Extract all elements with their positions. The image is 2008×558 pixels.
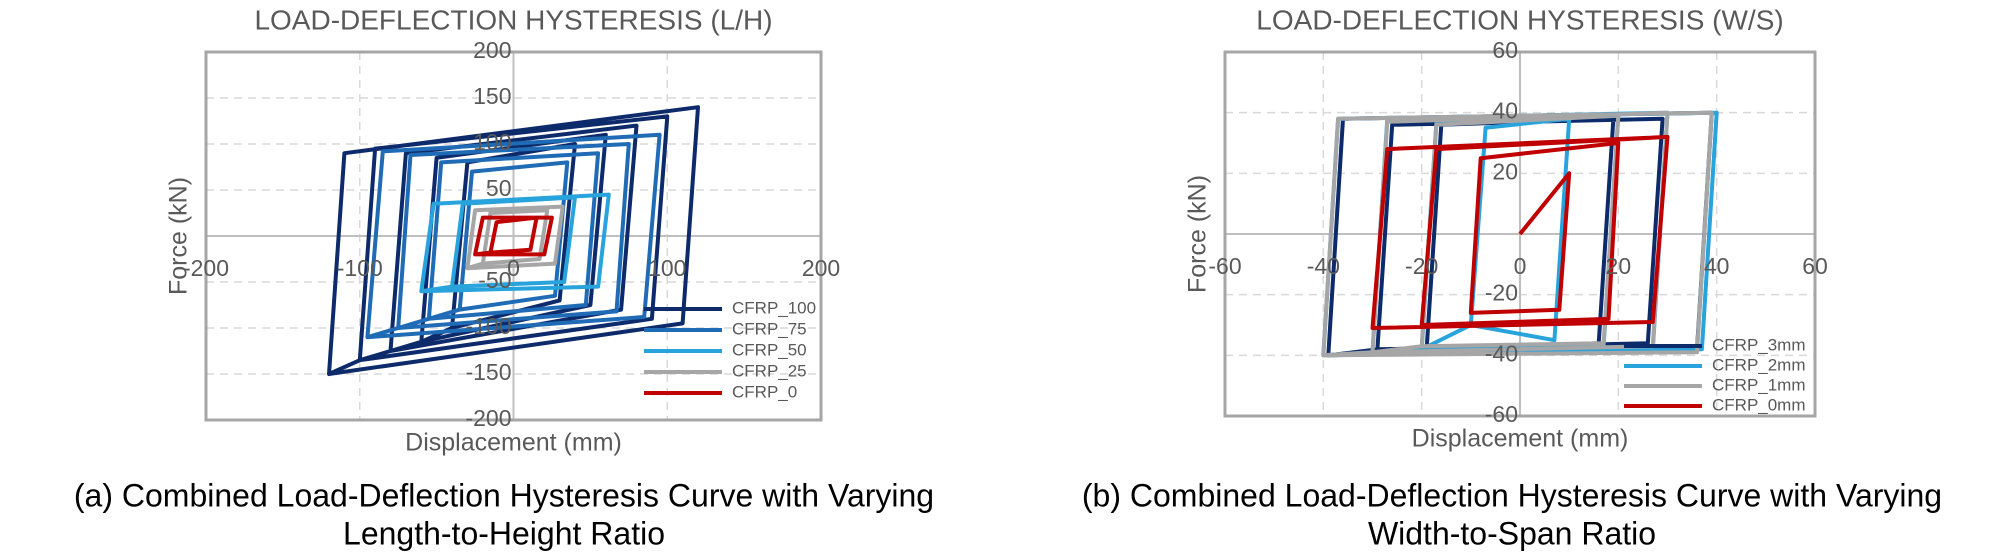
series-line (365, 132, 662, 340)
caption: Width-to-Span Ratio (1368, 515, 1656, 551)
legend-label: CFRP_25 (732, 361, 807, 380)
y-tick-label: -50 (478, 267, 511, 293)
legend-label: CFRP_100 (732, 298, 816, 317)
legend-label: CFRP_0 (732, 382, 797, 401)
x-tick-label: 40 (1704, 253, 1730, 279)
series-line (465, 204, 565, 271)
y-tick-label: 60 (1492, 37, 1518, 63)
y-tick-label: -200 (465, 405, 511, 431)
plot-frame (204, 50, 823, 422)
legend-label: CFRP_3mm (1712, 335, 1806, 354)
x-tick-label: 20 (1606, 253, 1632, 279)
chart-title: LOAD-DEFLECTION HYSTERESIS (W/S) (1256, 4, 1783, 35)
x-tick-label: -100 (337, 255, 383, 281)
x-tick-label: -60 (1208, 253, 1241, 279)
x-tick-label: 100 (648, 255, 686, 281)
legend-label: CFRP_1mm (1712, 375, 1806, 394)
y-tick-label: 150 (473, 83, 511, 109)
series-line (1321, 110, 1714, 358)
y-tick-label: 50 (486, 175, 512, 201)
y-axis-title: Force (kN) (1184, 175, 1212, 293)
x-tick-label: 0 (1514, 253, 1527, 279)
y-tick-label: -20 (1485, 280, 1518, 306)
y-tick-label: 20 (1492, 158, 1518, 184)
x-tick-label: -40 (1307, 253, 1340, 279)
series-line (327, 105, 700, 376)
y-tick-label: 200 (473, 37, 511, 63)
legend-label: CFRP_50 (732, 340, 807, 359)
series-line (419, 192, 611, 294)
series-line (473, 215, 554, 257)
legend-label: CFRP_2mm (1712, 355, 1806, 374)
caption: (b) Combined Load-Deflection Hysteresis … (1082, 477, 1942, 513)
caption: (a) Combined Load-Deflection Hysteresis … (74, 477, 934, 513)
x-axis-title: Displacement (mm) (405, 429, 622, 457)
y-tick-label: -150 (465, 359, 511, 385)
caption: Length-to-Height Ratio (343, 515, 665, 551)
legend-label: CFRP_75 (732, 319, 807, 338)
chart-title: LOAD-DEFLECTION HYSTERESIS (L/H) (254, 4, 772, 35)
x-tick-label: 0 (507, 255, 520, 281)
y-tick-label: -100 (465, 313, 511, 339)
legend-label: CFRP_0mm (1712, 395, 1806, 414)
y-tick-label: -60 (1485, 401, 1518, 427)
y-tick-label: -40 (1485, 340, 1518, 366)
x-axis-title: Displacement (mm) (1412, 425, 1629, 453)
plot-frame (1223, 50, 1817, 418)
x-tick-label: -200 (183, 255, 229, 281)
x-tick-label: 200 (802, 255, 840, 281)
x-tick-label: 60 (1802, 253, 1828, 279)
series-line (1370, 134, 1670, 330)
y-axis-title: Force (kN) (165, 177, 193, 295)
y-tick-label: 40 (1492, 98, 1518, 124)
y-tick-label: 100 (473, 129, 511, 155)
x-tick-label: -20 (1405, 253, 1438, 279)
